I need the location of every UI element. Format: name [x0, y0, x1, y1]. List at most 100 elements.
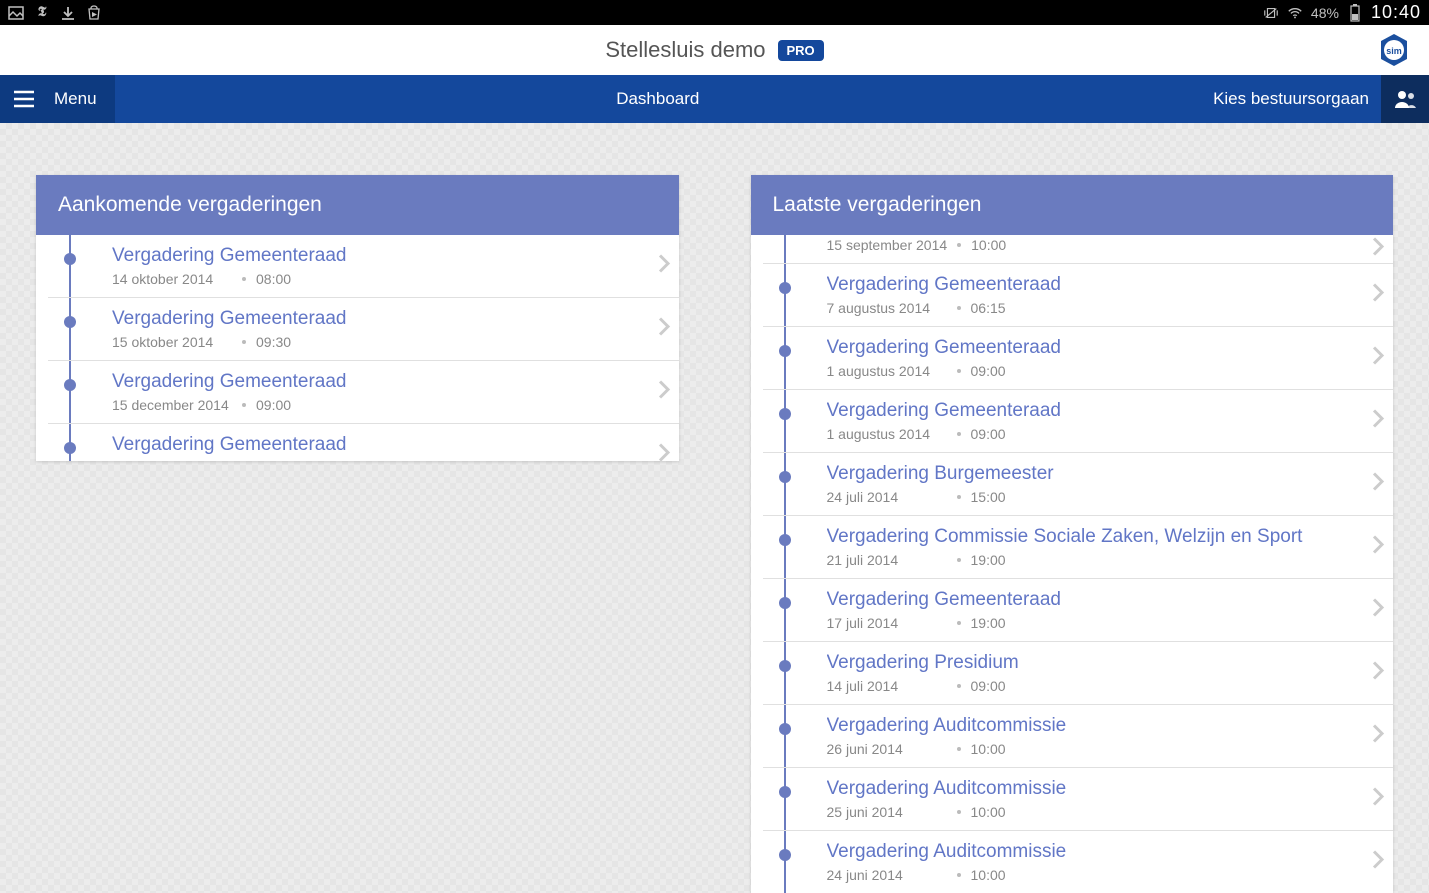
chevron-right-icon — [1371, 471, 1385, 498]
meeting-date: 24 juli 2014 — [827, 489, 947, 505]
upcoming-meetings-panel: Aankomende vergaderingen Vergadering Gem… — [36, 175, 679, 461]
meeting-item[interactable]: Vergadering Gemeenteraad15 december 2014… — [48, 361, 679, 424]
menu-button[interactable] — [0, 75, 48, 123]
meeting-title: Vergadering Presidium — [827, 652, 1350, 674]
meeting-time: 06:15 — [971, 300, 1006, 316]
meeting-item[interactable]: Vergadering Burgemeester 24 juli 2014 15:0… — [763, 453, 1394, 516]
meeting-item[interactable]: Vergadering Presidium14 juli 201409:00 — [763, 642, 1394, 705]
app-header: Stellesluis demo PRO sim — [0, 25, 1429, 75]
meeting-meta: 17 juli 201419:00 — [827, 615, 1350, 631]
vibrate-icon — [1263, 5, 1279, 21]
meeting-meta: 21 juli 201419:00 — [827, 552, 1350, 568]
meeting-date: 1 augustus 2014 — [827, 363, 947, 379]
meeting-item[interactable]: Vergadering Auditcommissie 25 juni 201410… — [763, 768, 1394, 831]
chevron-right-icon — [1371, 849, 1385, 876]
meeting-item[interactable]: Vergadering Auditcommissie24 juni 201410… — [763, 831, 1394, 893]
android-status-bar: 𝕿 48% 10:40 — [0, 0, 1429, 25]
meeting-item[interactable]: Vergadering Gemeenteraad7 augustus 20140… — [763, 264, 1394, 327]
chevron-right-icon — [1371, 534, 1385, 561]
meeting-meta: 24 juni 2014 10:00 — [827, 867, 1350, 883]
app-title: Stellesluis demo — [605, 37, 765, 63]
meeting-meta: 1 augustus 2014 09:00 — [827, 363, 1350, 379]
nav-bar: Menu Dashboard Kies bestuursorgaan — [0, 75, 1429, 123]
chevron-right-icon — [1371, 723, 1385, 750]
meeting-date: 24 juni 2014 — [827, 867, 947, 883]
meeting-time: 15:00 — [971, 489, 1006, 505]
meeting-meta: 15 september 201410:00 — [827, 237, 1350, 253]
meeting-time: 09:00 — [256, 397, 291, 413]
recent-panel-title: Laatste vergaderingen — [751, 175, 1394, 235]
chevron-right-icon — [1371, 345, 1385, 372]
meeting-meta: 7 augustus 201406:15 — [827, 300, 1350, 316]
meeting-date: 15 oktober 2014 — [112, 334, 232, 350]
recent-panel-body[interactable]: 15 september 201410:00Vergadering Gemeen… — [751, 235, 1394, 893]
meta-separator-icon — [957, 873, 961, 877]
meeting-meta: 25 juni 201410:00 — [827, 804, 1350, 820]
download-icon — [60, 5, 76, 21]
select-body-button[interactable]: Kies bestuursorgaan — [1201, 75, 1381, 123]
meeting-title: Vergadering Commissie Sociale Zaken, Wel… — [827, 526, 1350, 548]
meta-separator-icon — [957, 243, 961, 247]
meeting-title: Vergadering Auditcommissie — [827, 778, 1350, 800]
gallery-icon — [8, 5, 24, 21]
app-logo-icon: sim — [1377, 33, 1411, 67]
meeting-meta: 15 december 2014 09:00 — [112, 397, 635, 413]
meeting-meta: 14 oktober 2014 08:00 — [112, 271, 635, 287]
meeting-title: Vergadering Burgemeester — [827, 463, 1350, 485]
meeting-item[interactable]: Vergadering Gemeenteraad15 februari 2015… — [48, 424, 679, 461]
upcoming-panel-title: Aankomende vergaderingen — [36, 175, 679, 235]
meeting-date: 15 september 2014 — [827, 237, 948, 253]
chevron-right-icon — [1371, 660, 1385, 687]
nyt-icon: 𝕿 — [34, 5, 50, 21]
meta-separator-icon — [957, 432, 961, 436]
meeting-time: 10:00 — [971, 741, 1006, 757]
meeting-item[interactable]: Vergadering Gemeenteraad1 augustus 20140… — [763, 327, 1394, 390]
meta-separator-icon — [957, 621, 961, 625]
chevron-right-icon — [1371, 597, 1385, 624]
menu-label[interactable]: Menu — [48, 89, 115, 109]
chevron-right-icon — [1371, 236, 1385, 263]
meeting-item[interactable]: Vergadering Auditcommissie 26 juni 2014 10… — [763, 705, 1394, 768]
meeting-meta: 15 februari 2015 09:00 — [112, 460, 635, 461]
meta-separator-icon — [957, 306, 961, 310]
meeting-date: 14 oktober 2014 — [112, 271, 232, 287]
meeting-time: 10:00 — [971, 804, 1006, 820]
dashboard-content: Aankomende vergaderingen Vergadering Gem… — [0, 123, 1429, 893]
meeting-time: 09:00 — [971, 426, 1006, 442]
meeting-title: Vergadering Gemeenteraad — [827, 589, 1350, 611]
meeting-item[interactable]: 15 september 201410:00 — [763, 235, 1394, 264]
meeting-time: 09:00 — [256, 460, 291, 461]
meta-separator-icon — [957, 747, 961, 751]
meeting-item[interactable]: Vergadering Commissie Sociale Zaken, Wel… — [763, 516, 1394, 579]
battery-percent: 48% — [1311, 5, 1339, 21]
chevron-right-icon — [1371, 282, 1385, 309]
chevron-right-icon — [657, 442, 671, 462]
meta-separator-icon — [957, 495, 961, 499]
meta-separator-icon — [242, 340, 246, 344]
meeting-time: 09:00 — [971, 363, 1006, 379]
chevron-right-icon — [657, 316, 671, 343]
meeting-time: 09:30 — [256, 334, 291, 350]
meeting-date: 26 juni 2014 — [827, 741, 947, 757]
meeting-item[interactable]: Vergadering Gemeenteraad1 augustus 20140… — [763, 390, 1394, 453]
meta-separator-icon — [242, 403, 246, 407]
meeting-item[interactable]: Vergadering Gemeenteraad 15 oktober 2014 0… — [48, 298, 679, 361]
pro-badge: PRO — [778, 40, 824, 61]
battery-icon — [1347, 5, 1363, 21]
meeting-meta: 24 juli 2014 15:00 — [827, 489, 1350, 505]
meeting-title: Vergadering Gemeenteraad — [112, 245, 635, 267]
meeting-time: 08:00 — [256, 271, 291, 287]
meeting-title: Vergadering Gemeenteraad — [112, 308, 635, 330]
people-button[interactable] — [1381, 75, 1429, 123]
select-body-label: Kies bestuursorgaan — [1213, 89, 1369, 109]
meeting-date: 15 december 2014 — [112, 397, 232, 413]
meeting-title: Vergadering Auditcommissie — [827, 715, 1350, 737]
meeting-item[interactable]: Vergadering Gemeenteraad 14 oktober 2014 0… — [48, 235, 679, 298]
meeting-time: 10:00 — [971, 867, 1006, 883]
meeting-title: Vergadering Gemeenteraad — [827, 400, 1350, 422]
meeting-item[interactable]: Vergadering Gemeenteraad 17 juli 201419:0… — [763, 579, 1394, 642]
upcoming-panel-body[interactable]: Vergadering Gemeenteraad 14 oktober 2014 0… — [36, 235, 679, 461]
meeting-date: 15 februari 2015 — [112, 460, 232, 461]
meta-separator-icon — [957, 810, 961, 814]
people-icon — [1393, 89, 1417, 109]
